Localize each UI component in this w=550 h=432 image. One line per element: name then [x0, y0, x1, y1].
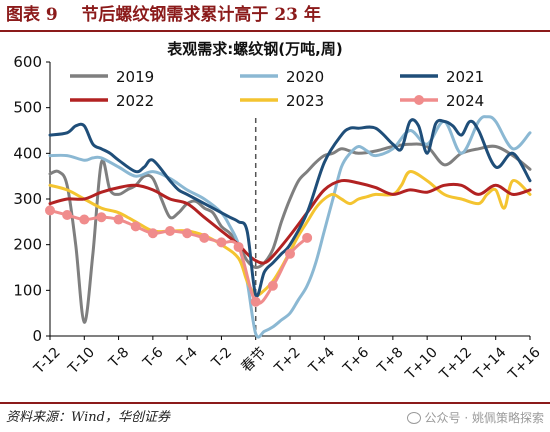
figure-title: 图表 9 节后螺纹钢需求累计高于 23 年	[6, 2, 544, 28]
x-tick-label: T+16	[505, 344, 544, 383]
legend-label-2019: 2019	[116, 68, 154, 86]
x-tick-label: T+2	[271, 344, 304, 377]
series-point-2024	[130, 221, 141, 232]
figure-title-text: 节后螺纹钢需求累计高于 23 年	[81, 5, 321, 25]
series-point-2024	[267, 280, 278, 291]
source-note: 资料来源：Wind，华创证券	[6, 410, 170, 425]
series-point-2024	[302, 232, 313, 243]
series-point-2024	[62, 209, 73, 220]
x-tick-label: T-12	[30, 344, 63, 377]
source-rule	[0, 402, 550, 404]
title-rule	[0, 30, 550, 32]
figure-label: 图表 9	[6, 5, 58, 25]
legend-label-2024: 2024	[446, 92, 484, 110]
series-line-2020	[48, 115, 532, 339]
x-tick-label: T+4	[305, 344, 338, 377]
y-tick-label: 500	[13, 99, 42, 117]
x-tick-label: T-4	[174, 344, 201, 371]
series-point-2024	[199, 232, 210, 243]
y-tick-label: 600	[13, 53, 42, 71]
series-point-2024	[233, 241, 244, 252]
series-point-2024	[147, 228, 158, 239]
chart-title: 表观需求:螺纹钢(万吨,周)	[167, 40, 342, 58]
series-point-2024	[182, 228, 193, 239]
x-tick-label: T+10	[402, 344, 441, 383]
x-tick-label: T+8	[374, 344, 407, 377]
x-tick-label: T-2	[208, 344, 235, 371]
legend-label-2023: 2023	[286, 92, 324, 110]
y-tick-label: 0	[32, 327, 42, 345]
y-tick-label: 400	[13, 144, 42, 162]
legend-marker-2024	[414, 95, 424, 105]
y-tick-label: 300	[13, 190, 42, 208]
chart-legend: 2019 2020 2021 2022 2023 2024	[70, 68, 484, 110]
series-point-2024	[96, 212, 107, 223]
series-line-2022	[48, 178, 532, 265]
series-point-2024	[79, 214, 90, 225]
x-tick-label: 春节	[238, 344, 269, 375]
watermark-text: 公众号 · 姚佩策略探索	[424, 411, 544, 425]
wechat-icon	[406, 412, 421, 424]
x-tick-label: T-6	[140, 344, 167, 371]
legend-label-2020: 2020	[286, 68, 324, 86]
x-tick-label: T+14	[471, 344, 510, 383]
x-tick-label: T-10	[65, 344, 98, 377]
x-tick-label: T+6	[340, 344, 373, 377]
chart-series	[45, 115, 532, 339]
series-point-2024	[250, 296, 261, 307]
watermark: 公众号 · 姚佩策略探索	[406, 408, 544, 428]
series-point-2024	[113, 214, 124, 225]
x-tick-label: T+12	[436, 344, 475, 383]
series-line-2021	[48, 118, 532, 298]
series-line-2024	[48, 208, 309, 305]
y-tick-label: 200	[13, 236, 42, 254]
legend-label-2021: 2021	[446, 68, 484, 86]
series-point-2024	[216, 237, 227, 248]
y-tick-label: 100	[13, 281, 42, 299]
series-point-2024	[45, 205, 55, 216]
legend-label-2022: 2022	[116, 92, 154, 110]
series-point-2024	[165, 225, 175, 236]
series-point-2024	[285, 248, 295, 259]
x-tick-label: T-8	[105, 344, 132, 371]
line-chart: 0 100 200 300 400 500 600 T-12 T-10 T-8 T-6 T-4 T-2 春…	[13, 40, 544, 383]
